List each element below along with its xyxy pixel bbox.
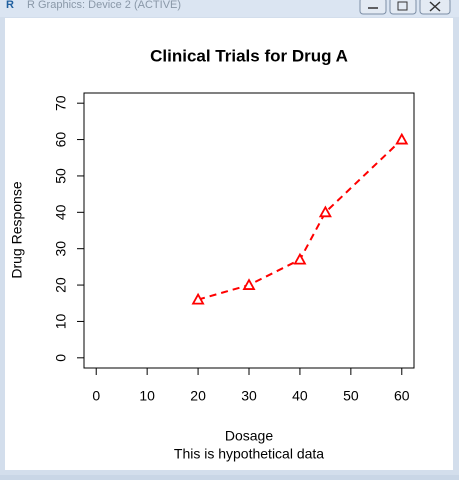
data-point bbox=[318, 205, 332, 218]
app-icon: R bbox=[6, 0, 14, 11]
y-tick-label: 10 bbox=[53, 313, 69, 329]
minimize-button[interactable] bbox=[359, 0, 387, 15]
y-axis-label: Drug Response bbox=[9, 181, 25, 278]
y-tick-label: 60 bbox=[53, 132, 69, 148]
data-point bbox=[293, 252, 307, 265]
x-tick-label: 50 bbox=[343, 388, 359, 404]
x-tick-label: 0 bbox=[92, 388, 100, 404]
x-tick-label: 60 bbox=[394, 388, 410, 404]
x-axis-label: Dosage bbox=[225, 428, 273, 444]
maximize-icon bbox=[397, 1, 408, 11]
x-tick-label: 30 bbox=[241, 388, 257, 404]
maximize-button[interactable] bbox=[389, 0, 417, 15]
y-tick-label: 70 bbox=[53, 95, 69, 111]
y-tick-label: 30 bbox=[53, 241, 69, 257]
window-title: R Graphics: Device 2 (ACTIVE) bbox=[27, 0, 181, 11]
chart-title: Clinical Trials for Drug A bbox=[150, 46, 348, 65]
y-tick-label: 50 bbox=[53, 168, 69, 184]
y-tick-label: 20 bbox=[53, 277, 69, 293]
x-tick-label: 10 bbox=[139, 388, 155, 404]
plot-area bbox=[5, 18, 453, 470]
y-tick-label: 40 bbox=[53, 204, 69, 220]
close-icon bbox=[429, 1, 441, 12]
y-tick-label: 0 bbox=[53, 354, 69, 362]
x-tick-label: 40 bbox=[292, 388, 308, 404]
data-point bbox=[191, 292, 205, 305]
x-tick-label: 20 bbox=[190, 388, 206, 404]
title-bar bbox=[0, 0, 459, 17]
data-point bbox=[395, 132, 409, 145]
data-point bbox=[242, 278, 256, 290]
subtitle: This is hypothetical data bbox=[174, 446, 324, 462]
